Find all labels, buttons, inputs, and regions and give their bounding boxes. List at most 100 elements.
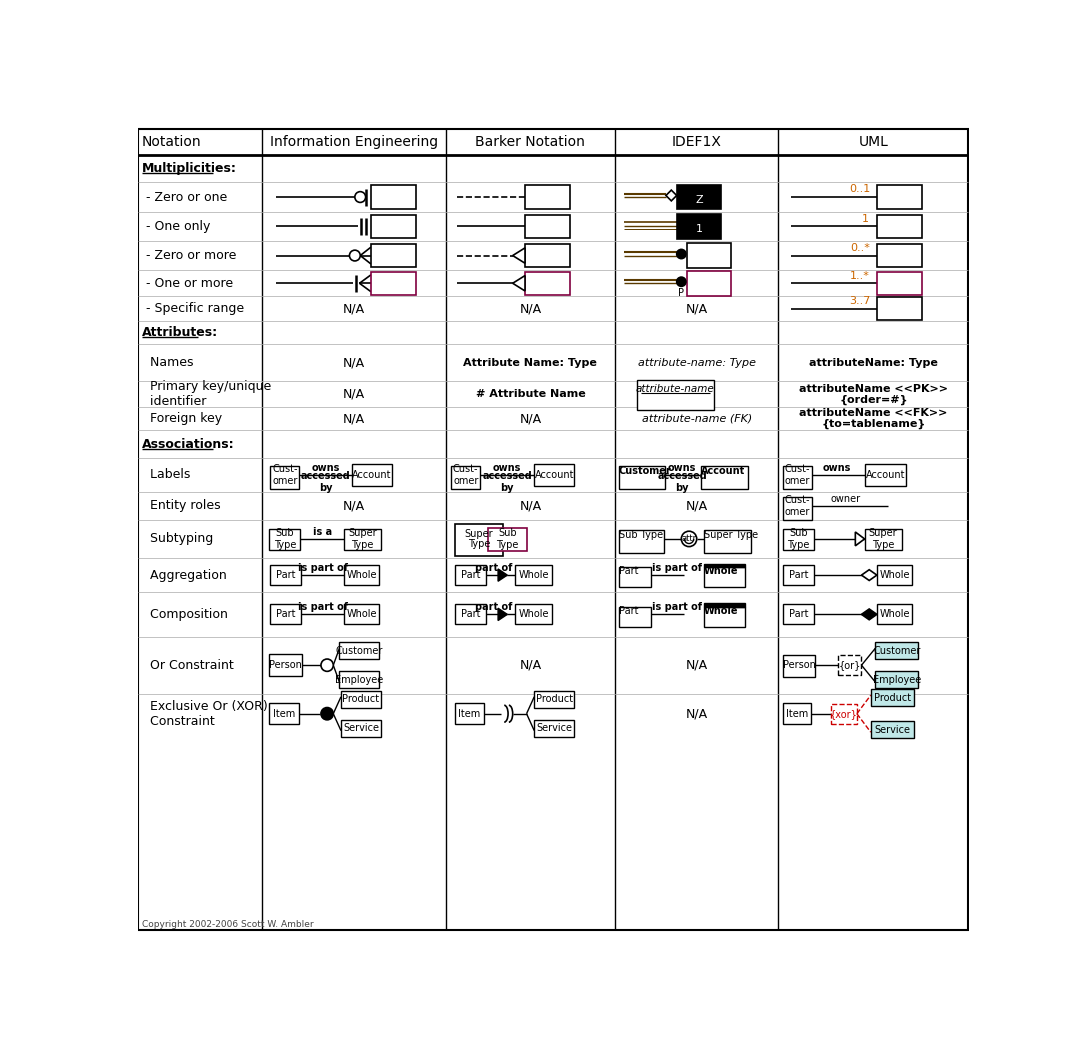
Text: Associations:: Associations: <box>141 438 234 451</box>
Text: Whole: Whole <box>347 570 377 580</box>
Bar <box>677 185 721 209</box>
Bar <box>865 464 906 486</box>
Text: N/A: N/A <box>686 303 707 315</box>
Text: Part: Part <box>788 609 808 619</box>
Text: attributeName <<PK>>: attributeName <<PK>> <box>799 384 948 394</box>
Bar <box>877 297 921 321</box>
Bar <box>677 214 721 239</box>
Text: Aggregation: Aggregation <box>141 568 227 582</box>
Text: Account: Account <box>535 470 575 480</box>
Text: Cust-
omer: Cust- omer <box>272 464 297 486</box>
Text: Or Constraint: Or Constraint <box>141 659 233 672</box>
Text: accessed
by: accessed by <box>300 471 350 493</box>
Bar <box>345 529 381 550</box>
Text: Sub
Type: Sub Type <box>787 528 810 550</box>
Text: owner: owner <box>831 494 861 504</box>
Text: Subtyping: Subtyping <box>141 532 213 546</box>
Text: Primary key/unique
  identifier: Primary key/unique identifier <box>141 380 271 408</box>
Text: part of: part of <box>475 602 512 613</box>
Text: Entity roles: Entity roles <box>141 499 220 512</box>
Text: is part of: is part of <box>297 602 348 613</box>
Text: Multiplicities:: Multiplicities: <box>141 162 237 175</box>
Bar <box>877 185 921 208</box>
Bar <box>876 672 918 689</box>
Polygon shape <box>513 248 525 263</box>
Bar <box>704 606 745 626</box>
Circle shape <box>355 191 366 202</box>
Polygon shape <box>513 275 525 291</box>
Bar <box>535 691 575 708</box>
Text: Part: Part <box>788 570 808 580</box>
Text: - Zero or more: - Zero or more <box>141 249 235 262</box>
Bar <box>515 565 552 585</box>
Text: attribute-name: Type: attribute-name: Type <box>637 358 756 367</box>
Text: N/A: N/A <box>343 357 365 369</box>
Text: is part of: is part of <box>651 563 702 573</box>
Bar <box>636 380 714 409</box>
Text: Product: Product <box>874 693 910 703</box>
Text: is part of: is part of <box>651 602 702 613</box>
Circle shape <box>677 277 686 287</box>
Text: {xor}: {xor} <box>829 709 858 718</box>
Text: Attributes:: Attributes: <box>141 326 218 339</box>
Polygon shape <box>855 532 865 546</box>
Text: attribute-name (FK): attribute-name (FK) <box>642 414 752 424</box>
Bar <box>270 565 301 585</box>
Text: Service: Service <box>875 725 910 735</box>
Bar <box>269 529 300 550</box>
Text: part of: part of <box>475 563 512 573</box>
Text: - Zero or one: - Zero or one <box>141 190 227 203</box>
Text: Super
Type: Super Type <box>868 528 897 550</box>
Polygon shape <box>862 609 877 620</box>
Text: Part: Part <box>275 609 295 619</box>
Bar <box>783 655 815 677</box>
Bar <box>838 655 862 675</box>
Text: Item: Item <box>785 709 808 718</box>
Bar <box>339 672 379 689</box>
Text: Super Type: Super Type <box>704 530 758 540</box>
Text: Notation: Notation <box>141 135 201 149</box>
Text: N/A: N/A <box>686 499 707 512</box>
Bar <box>515 604 552 624</box>
Text: Names: Names <box>141 357 193 369</box>
Text: - One or more: - One or more <box>141 277 232 290</box>
Text: {to=tablename}: {to=tablename} <box>821 419 926 430</box>
Bar <box>701 466 747 489</box>
Bar <box>372 215 416 238</box>
Text: Cust-
omer: Cust- omer <box>785 464 810 486</box>
Bar <box>535 464 575 486</box>
Bar <box>488 528 527 551</box>
Bar <box>870 722 914 738</box>
Bar <box>783 529 813 550</box>
Text: Whole: Whole <box>518 570 549 580</box>
Text: Attribute Name: Type: Attribute Name: Type <box>463 358 597 367</box>
Text: Information Engineering: Information Engineering <box>270 135 438 149</box>
Circle shape <box>677 250 686 258</box>
Text: # Attribute Name: # Attribute Name <box>475 389 585 399</box>
Polygon shape <box>498 569 508 581</box>
Text: is a: is a <box>313 527 332 537</box>
Text: Sub Type: Sub Type <box>619 530 663 540</box>
Bar <box>619 606 651 626</box>
Text: {or}: {or} <box>839 660 861 670</box>
Bar <box>870 689 914 706</box>
Text: Part: Part <box>619 605 638 616</box>
Bar <box>525 215 569 238</box>
Bar <box>525 244 569 267</box>
Text: Customer: Customer <box>336 645 383 656</box>
Text: Part: Part <box>460 609 481 619</box>
Text: owns: owns <box>823 463 851 473</box>
Text: Product: Product <box>342 694 379 704</box>
Bar <box>619 530 663 552</box>
Text: Composition: Composition <box>141 608 228 621</box>
Polygon shape <box>666 190 677 201</box>
Bar <box>455 565 486 585</box>
Bar <box>687 243 731 268</box>
Text: N/A: N/A <box>686 659 707 672</box>
Bar <box>876 642 918 659</box>
Text: P: P <box>678 288 685 297</box>
Bar <box>704 567 745 587</box>
Text: - One only: - One only <box>141 220 210 233</box>
Text: Super
Type: Super Type <box>348 528 377 550</box>
Bar <box>619 466 665 489</box>
